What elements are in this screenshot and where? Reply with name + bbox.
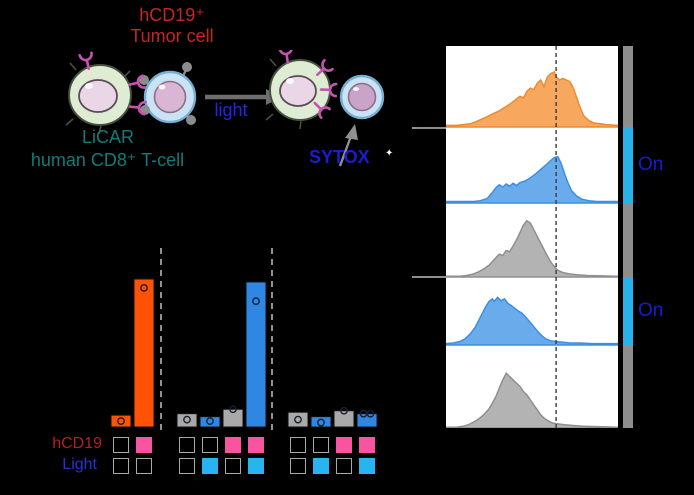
condition-box-light-checked — [313, 458, 329, 474]
condition-box-light-unchecked — [136, 458, 152, 474]
flow-histogram-svg — [445, 46, 619, 429]
condition-box-hcd19-checked — [136, 437, 152, 453]
histogram-row-5-gray — [445, 371, 619, 429]
replicate-dot — [206, 417, 214, 425]
histogram-row-4-blue — [445, 296, 619, 346]
sytox-arrow-icon — [338, 124, 358, 167]
condition-box-light-checked — [248, 458, 264, 474]
bar-g3-2-blue — [310, 416, 332, 428]
condition-box-hcd19-checked — [359, 437, 375, 453]
connector-line-bottom — [412, 276, 446, 278]
condition-box-light-checked — [359, 458, 375, 474]
replicate-dot — [252, 297, 260, 306]
condition-row-label-hcd19: hCD19 — [52, 435, 102, 452]
sytox-tumor-cell-icon — [339, 74, 385, 120]
bar-g2-1-gray — [176, 413, 198, 428]
connector-line-top — [412, 127, 446, 129]
condition-box-hcd19-unchecked — [113, 437, 129, 453]
light-state-segment-on — [623, 277, 633, 345]
condition-box-light-unchecked — [225, 458, 241, 474]
light-state-segment-off — [623, 203, 633, 277]
condition-box-hcd19-unchecked — [313, 437, 329, 453]
replicate-dot — [140, 283, 148, 292]
replicate-dot — [340, 406, 348, 415]
licar-label: LiCAR — [81, 127, 134, 147]
replicate-dot — [183, 415, 191, 424]
flow-histogram-panel — [445, 46, 619, 429]
licar-tcell-icon — [65, 51, 147, 135]
bar-g1-2-orange — [133, 278, 155, 428]
condition-box-hcd19-unchecked — [202, 437, 218, 453]
histogram-row-1-orange — [445, 70, 619, 128]
light-state-sidebar — [623, 46, 633, 428]
condition-box-hcd19-checked — [248, 437, 264, 453]
condition-box-light-unchecked — [336, 458, 352, 474]
tumor-cell-label-line1: hCD19⁺ — [139, 5, 205, 25]
condition-row-label-light: Light — [62, 456, 97, 473]
light-state-segment-on — [623, 127, 633, 203]
killing-bar-chart — [110, 248, 378, 432]
light-label: light — [214, 100, 248, 120]
bar-g2-3-gray — [222, 408, 244, 428]
bar-g2-2-blue — [199, 416, 221, 428]
light-state-segment-off — [623, 46, 633, 127]
on-label: On — [638, 300, 664, 321]
condition-box-hcd19-unchecked — [290, 437, 306, 453]
condition-box-hcd19-unchecked — [179, 437, 195, 453]
replicate-dot — [317, 418, 325, 427]
condition-box-light-unchecked — [113, 458, 129, 474]
condition-box-hcd19-checked — [336, 437, 352, 453]
tumor-cell-label: hCD19⁺ Tumor cell — [97, 5, 247, 47]
replicate-dot — [117, 417, 125, 425]
replicate-dot — [366, 409, 375, 418]
histogram-row-3-gray — [445, 219, 619, 278]
tcell-label: human CD8⁺ T-cell — [30, 150, 185, 170]
tumor-cell-icon — [139, 62, 197, 125]
condition-box-light-unchecked — [290, 458, 306, 474]
bar-g2-4-blue — [245, 281, 267, 428]
bar-g1-1-orange — [110, 414, 132, 428]
replicate-dot — [229, 405, 237, 414]
replicate-dot — [294, 415, 302, 424]
condition-box-light-checked — [202, 458, 218, 474]
cell-interaction-diagram — [65, 50, 385, 167]
light-state-segment-off — [623, 345, 633, 428]
on-label: On — [638, 154, 664, 175]
tumor-cell-label-line2: Tumor cell — [130, 26, 214, 46]
bar-g3-3-gray — [333, 410, 355, 428]
licar-tcell-after-icon — [265, 50, 338, 130]
bar-g3-4-blue — [356, 413, 378, 428]
bar-g3-1-gray — [287, 411, 309, 428]
sytox-label: SYTOX — [309, 147, 370, 167]
condition-box-hcd19-checked — [225, 437, 241, 453]
histogram-row-2-blue — [445, 155, 619, 204]
sparkle-icon: ✦ — [385, 148, 394, 159]
condition-box-light-unchecked — [179, 458, 195, 474]
